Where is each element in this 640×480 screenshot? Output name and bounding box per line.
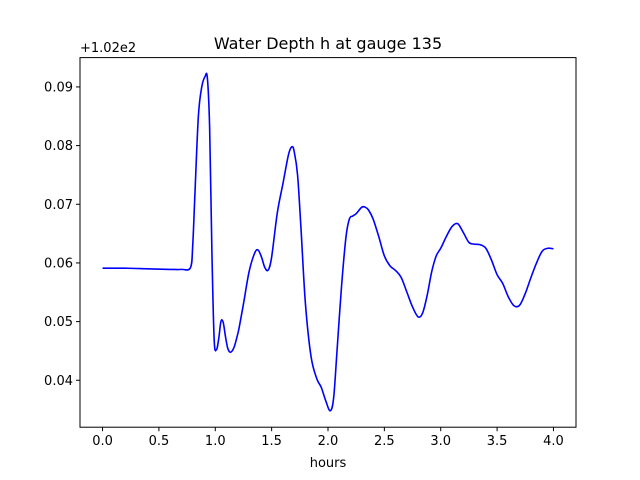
x-tick-label: 3.5 bbox=[487, 434, 508, 449]
series-line-0 bbox=[102, 72, 554, 412]
x-tick-label: 0.0 bbox=[92, 434, 113, 449]
x-axis-label: hours bbox=[310, 456, 347, 471]
y-tick-label: 0.09 bbox=[44, 80, 73, 95]
y-axis-ticks: 0.04 0.05 0.06 0.07 0.08 0.09 bbox=[44, 80, 80, 389]
y-tick-label: 0.08 bbox=[44, 139, 73, 154]
plot-frame bbox=[79, 57, 577, 428]
y-tick-label: 0.06 bbox=[44, 256, 73, 271]
data-layer bbox=[102, 72, 554, 412]
chart-title: Water Depth h at gauge 135 bbox=[214, 34, 442, 53]
x-tick-label: 1.0 bbox=[205, 434, 226, 449]
x-tick-label: 3.0 bbox=[430, 434, 451, 449]
y-tick-label: 0.05 bbox=[44, 315, 73, 330]
y-tick-label: 0.07 bbox=[44, 198, 73, 213]
y-offset-label: +1.02e2 bbox=[80, 41, 136, 56]
x-tick-label: 0.5 bbox=[149, 434, 170, 449]
x-tick-label: 1.5 bbox=[261, 434, 282, 449]
x-tick-label: 2.0 bbox=[318, 434, 339, 449]
x-tick-label: 4.0 bbox=[543, 434, 564, 449]
x-axis-ticks: 0.0 0.5 1.0 1.5 2.0 2.5 3.0 3.5 4.0 bbox=[92, 427, 564, 449]
x-tick-label: 2.5 bbox=[374, 434, 395, 449]
y-tick-label: 0.04 bbox=[44, 374, 73, 389]
